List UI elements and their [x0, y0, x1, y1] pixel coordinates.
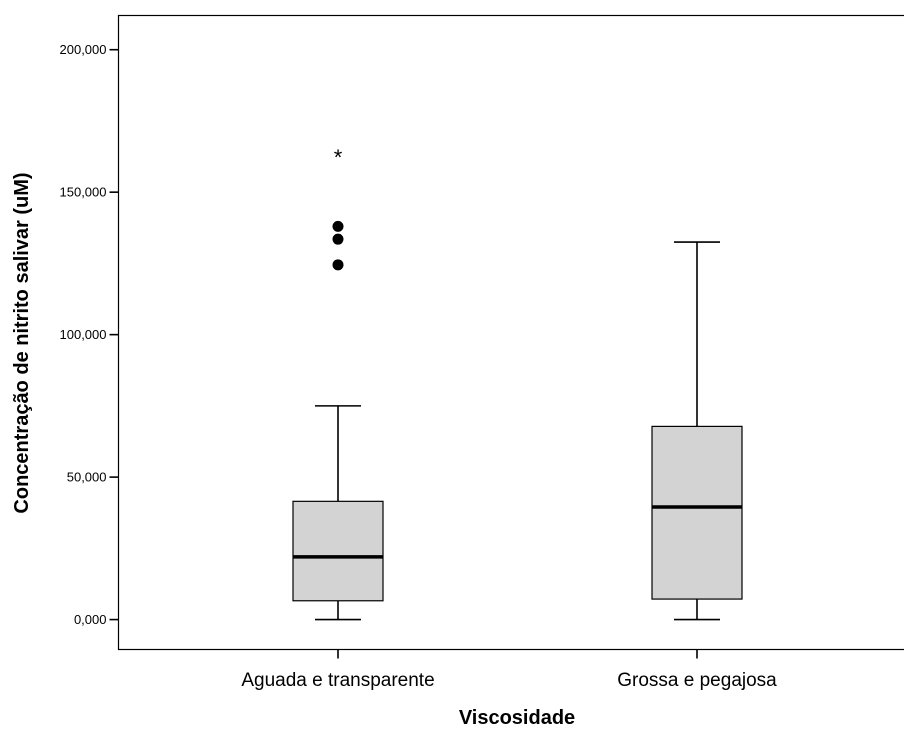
- outlier-point: [332, 259, 344, 271]
- iqr-box: [651, 425, 743, 600]
- iqr-box: [292, 500, 384, 602]
- outlier-point: [332, 220, 344, 232]
- y-tick-label: 0,000: [74, 612, 107, 627]
- y-tick-label: 100,000: [60, 327, 107, 342]
- plot-frame: [117, 14, 904, 651]
- y-axis-title: Concentração de nitrito salivar (uM): [11, 172, 33, 513]
- box-group: [651, 241, 743, 621]
- y-tick-label: 50,000: [67, 470, 107, 485]
- box-series: *: [292, 145, 743, 621]
- y-tick-label: 200,000: [60, 42, 107, 57]
- x-axis-title: Viscosidade: [459, 707, 575, 729]
- outlier-point: [332, 233, 344, 245]
- y-tick-label: 150,000: [60, 185, 107, 200]
- x-tick-label: Grossa e pegajosa: [617, 670, 777, 691]
- box-group: *: [292, 145, 384, 621]
- y-axis: 0,000 50,000 100,000 150,000 200,000: [60, 42, 119, 627]
- extreme-point: *: [334, 145, 343, 170]
- x-tick-label: Aguada e transparente: [241, 670, 434, 691]
- x-axis: Aguada e transparente Grossa e pegajosa: [241, 649, 777, 691]
